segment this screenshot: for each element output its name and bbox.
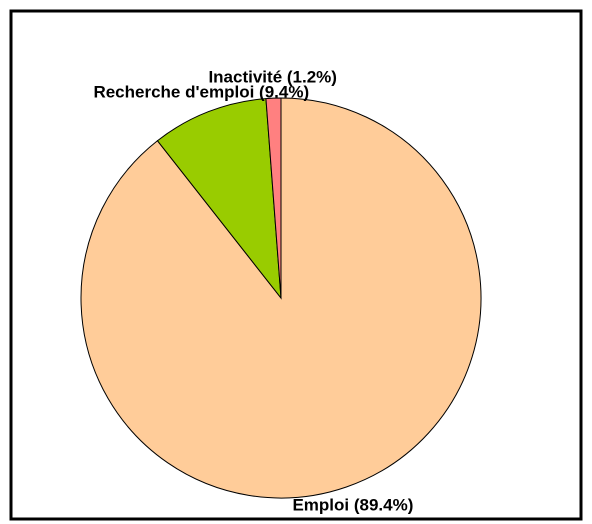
slice-label: Recherche d'emploi (9.4%) — [93, 82, 309, 101]
pie-slice — [156, 98, 282, 300]
slice-label: Inactivité (1.2%) — [208, 68, 337, 87]
slice-label: Emploi (89.4%) — [292, 495, 413, 514]
pie-slice — [265, 97, 282, 299]
